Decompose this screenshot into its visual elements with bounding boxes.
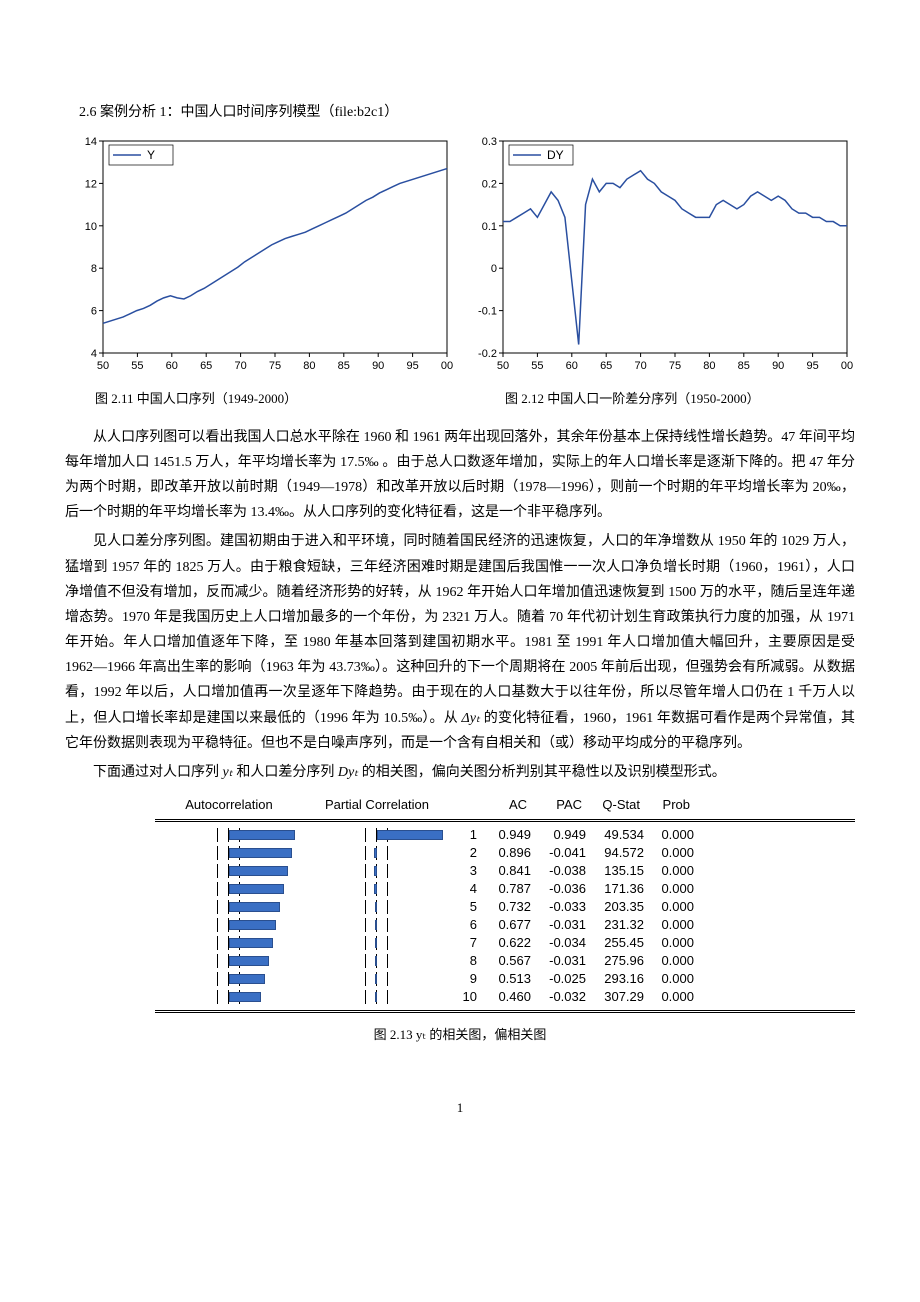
svg-text:00: 00 xyxy=(441,360,453,372)
svg-text:65: 65 xyxy=(200,360,212,372)
correlogram-header: Autocorrelation Partial Correlation AC P… xyxy=(155,793,855,821)
p2-part-a: 见人口差分序列图。建国初期由于进入和平环境，同时随着国民经济的迅速恢复，人口的年… xyxy=(65,534,855,725)
paragraph-3: 下面通过对人口序列 yₜ 和人口差分序列 Dyₜ 的相关图，偏向关图分析判别其平… xyxy=(65,760,855,785)
caption-right: 图 2.12 中国人口一阶差分序列（1950-2000） xyxy=(445,387,855,410)
svg-text:DY: DY xyxy=(547,148,564,162)
charts-row: 4681012145055606570758085909500Y -0.2-0.… xyxy=(65,131,855,381)
header-ac: Autocorrelation xyxy=(155,793,303,816)
svg-text:6: 6 xyxy=(91,306,97,318)
p3-part-b: 和人口差分序列 xyxy=(236,765,334,780)
header-p: PAC xyxy=(527,793,582,816)
correlogram-row: 100.460-0.032307.290.000 xyxy=(155,988,855,1006)
p3-part-a: 下面通过对人口序列 xyxy=(93,765,219,780)
delta-y-symbol: Δyₜ xyxy=(458,711,484,726)
svg-text:55: 55 xyxy=(531,360,543,372)
svg-text:50: 50 xyxy=(497,360,509,372)
header-q: Q-Stat xyxy=(582,793,640,816)
figure-caption: 图 2.13 yₜ 的相关图，偏相关图 xyxy=(65,1023,855,1046)
svg-text:50: 50 xyxy=(97,360,109,372)
p3-part-c: 的相关图，偏向关图分析判别其平稳性以及识别模型形式。 xyxy=(362,765,726,780)
svg-text:85: 85 xyxy=(338,360,350,372)
svg-text:80: 80 xyxy=(303,360,315,372)
svg-text:0.1: 0.1 xyxy=(482,221,497,233)
svg-text:8: 8 xyxy=(91,263,97,275)
Dy-symbol: Dyₜ xyxy=(334,765,361,780)
header-pr: Prob xyxy=(640,793,690,816)
svg-text:Y: Y xyxy=(147,148,155,162)
svg-text:65: 65 xyxy=(600,360,612,372)
svg-text:10: 10 xyxy=(85,221,97,233)
svg-text:-0.2: -0.2 xyxy=(478,348,497,360)
y-symbol: yₜ xyxy=(219,765,236,780)
caption-left: 图 2.11 中国人口序列（1949-2000） xyxy=(65,387,445,410)
svg-text:4: 4 xyxy=(91,348,97,360)
header-a: AC xyxy=(477,793,527,816)
header-pc: Partial Correlation xyxy=(303,793,451,816)
svg-text:95: 95 xyxy=(406,360,418,372)
svg-text:12: 12 xyxy=(85,179,97,191)
svg-text:00: 00 xyxy=(841,360,853,372)
svg-text:80: 80 xyxy=(703,360,715,372)
svg-text:-0.1: -0.1 xyxy=(478,306,497,318)
page-number: 1 xyxy=(65,1096,855,1119)
correlogram-body: 10.949 0.94949.5340.00020.896-0.04194.57… xyxy=(155,822,855,1013)
paragraph-1: 从人口序列图可以看出我国人口总水平除在 1960 和 1961 两年出现回落外，… xyxy=(65,425,855,526)
svg-text:75: 75 xyxy=(269,360,281,372)
captions-row: 图 2.11 中国人口序列（1949-2000） 图 2.12 中国人口一阶差分… xyxy=(65,387,855,410)
svg-text:0.2: 0.2 xyxy=(482,179,497,191)
chart-right: -0.2 -0.1 0 0.1 0.2 0.3 50 55 60 65 70 75 80 85 90 95 00… xyxy=(465,131,855,381)
correlogram: Autocorrelation Partial Correlation AC P… xyxy=(155,793,855,1012)
svg-text:0.3: 0.3 xyxy=(482,136,497,148)
svg-text:75: 75 xyxy=(669,360,681,372)
svg-text:60: 60 xyxy=(566,360,578,372)
section-title: 2.6 案例分析 1：中国人口时间序列模型（file:b2c1） xyxy=(65,100,855,125)
svg-text:95: 95 xyxy=(806,360,818,372)
svg-text:60: 60 xyxy=(166,360,178,372)
svg-text:0: 0 xyxy=(491,263,497,275)
svg-text:85: 85 xyxy=(738,360,750,372)
chart-left: 4 6 8 10 12 14 50 55 60 65 70 75 80 85 90 95 00 Y xyxy=(65,131,455,381)
svg-text:90: 90 xyxy=(372,360,384,372)
svg-text:70: 70 xyxy=(634,360,646,372)
svg-text:14: 14 xyxy=(85,136,97,148)
svg-text:70: 70 xyxy=(234,360,246,372)
paragraph-2: 见人口差分序列图。建国初期由于进入和平环境，同时随着国民经济的迅速恢复，人口的年… xyxy=(65,529,855,756)
svg-text:55: 55 xyxy=(131,360,143,372)
svg-text:90: 90 xyxy=(772,360,784,372)
